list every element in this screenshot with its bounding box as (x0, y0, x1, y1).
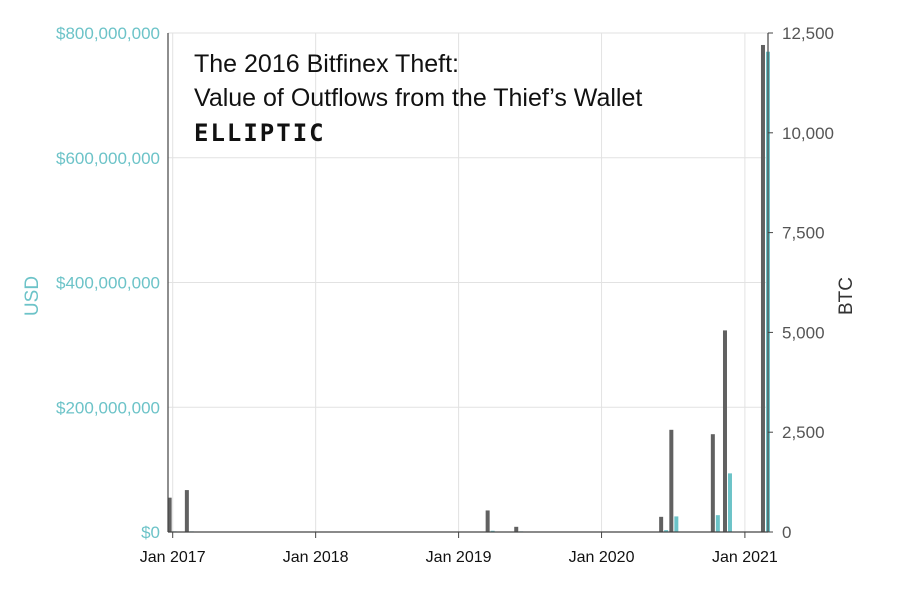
x-tick-label: Jan 2019 (426, 549, 492, 566)
x-tick-labels: Jan 2017 Jan 2018 Jan 2019 Jan 2020 Jan 2021 (140, 532, 778, 566)
btc-bar (760, 44, 765, 532)
btc-bar (659, 516, 664, 532)
btc-bar (710, 434, 715, 532)
usd-tick-label: $800,000,000 (56, 24, 160, 43)
usd-bar (664, 530, 669, 532)
usd-bar (674, 516, 679, 532)
btc-tick-label: 0 (782, 523, 791, 542)
chart-title-line1: The 2016 Bitfinex Theft: (194, 50, 459, 78)
btc-bar (485, 510, 490, 532)
x-tick-label: Jan 2017 (140, 549, 206, 566)
elliptic-logo: ELLIPTIC (194, 119, 326, 147)
x-tick-label: Jan 2021 (712, 549, 778, 566)
btc-bar (722, 330, 727, 532)
btc-tick-label: 10,000 (782, 124, 834, 143)
btc-bar (167, 497, 172, 532)
btc-bars (167, 44, 765, 533)
grid-lines (168, 32, 768, 532)
x-tick-label: Jan 2020 (569, 549, 635, 566)
usd-bar (715, 515, 720, 532)
usd-tick-labels: $0 $200,000,000 $400,000,000 $600,000,000 $8… (56, 24, 160, 542)
btc-bar (514, 526, 519, 532)
usd-tick-label: $200,000,000 (56, 398, 160, 417)
usd-axis-title: USD (22, 276, 43, 316)
btc-tick-labels: 0 2,500 5,000 7,500 10,000 12,500 (768, 24, 834, 542)
usd-tick-label: $600,000,000 (56, 149, 160, 168)
x-tick-label: Jan 2018 (283, 549, 349, 566)
axes (167, 33, 769, 533)
usd-tick-label: $400,000,000 (56, 274, 160, 293)
usd-bar (727, 473, 732, 532)
chart-title-line2: Value of Outflows from the Thief’s Walle… (194, 84, 642, 112)
btc-tick-label: 12,500 (782, 24, 834, 43)
btc-tick-label: 5,000 (782, 323, 825, 342)
btc-tick-label: 2,500 (782, 423, 825, 442)
usd-tick-label: $0 (141, 523, 160, 542)
btc-tick-label: 7,500 (782, 224, 825, 243)
btc-bar (184, 490, 189, 532)
btc-axis-title: BTC (836, 277, 857, 315)
btc-bar (669, 429, 674, 532)
usd-bar (490, 530, 495, 532)
